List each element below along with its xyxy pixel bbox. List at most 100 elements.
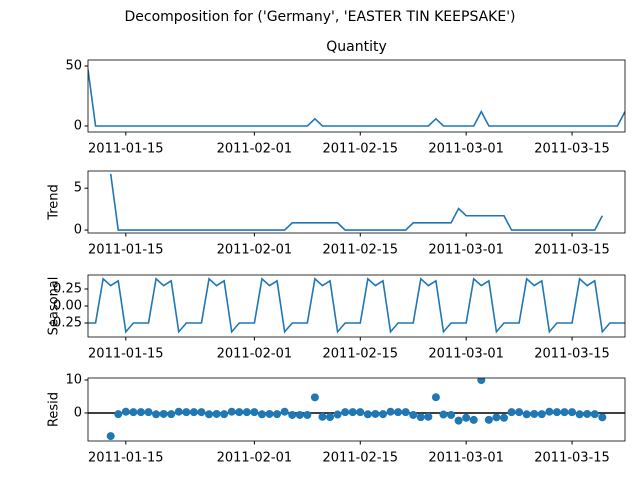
resid-point [560,408,569,417]
resid-point [280,407,289,416]
resid-point [227,407,236,416]
x-tick-label: 2011-01-15 [88,347,164,362]
series-line [88,69,625,127]
x-tick-label: 2011-02-01 [217,451,293,466]
resid-point [310,393,319,402]
resid-point [462,413,471,422]
resid-point [537,410,546,419]
figure-title: Decomposition for ('Germany', 'EASTER TI… [124,9,515,25]
resid-point [416,413,425,422]
y-tick-label: 5 [74,181,82,196]
y-axis-label: Seasonal [47,277,62,336]
resid-point [378,410,387,419]
resid-point [363,410,372,419]
resid-point [439,410,448,419]
resid-point [235,408,244,417]
resid-point [477,378,486,385]
resid-point [401,408,410,417]
resid-point [371,409,380,418]
x-tick-label: 2011-02-15 [323,347,399,362]
y-tick-label: 0 [74,223,82,238]
plot-area [88,378,625,441]
y-tick-label: 0.00 [53,299,82,314]
resid-point [205,410,214,419]
axes-frame [87,274,626,338]
x-tick-label: 2011-02-01 [217,142,293,157]
resid-point [326,413,335,422]
resid-point [447,410,456,419]
series-line [88,277,625,334]
y-axis-label: Trend [47,184,62,221]
resid-point [499,413,508,422]
x-tick-label: 2011-02-15 [323,243,399,258]
resid-point [144,408,153,417]
resid-point [257,410,266,419]
x-tick-label: 2011-01-15 [88,243,164,258]
y-tick-label: 0 [74,405,82,420]
resid-point [197,408,206,417]
axes-title: Quantity [326,39,387,55]
resid-point [394,408,403,417]
resid-point [469,415,478,424]
resid-point [530,409,539,418]
x-tick-label: 2011-03-15 [534,142,610,157]
resid-point [220,410,229,419]
x-tick-label: 2011-02-01 [217,243,293,258]
axes-frame [87,377,626,442]
resid-point [121,407,130,416]
resid-point [545,407,554,416]
resid-point [583,409,592,418]
resid-point [424,412,433,421]
plot-area [88,69,625,127]
resid-point [484,415,493,424]
y-tick-label: 50 [65,59,82,74]
resid-point [273,410,282,419]
resid-point [250,408,259,417]
y-tick-label: -0.25 [48,315,82,330]
resid-point [129,408,138,417]
axes-frame [87,59,626,133]
resid-point [136,408,145,417]
resid-point [552,408,561,417]
resid-point [409,410,418,419]
x-tick-label: 2011-03-01 [428,347,504,362]
resid-point [265,409,274,418]
resid-point [167,410,176,419]
resid-point [598,413,607,422]
resid-point [152,410,161,419]
x-tick-label: 2011-01-15 [88,142,164,157]
resid-point [507,408,516,417]
y-tick-label: 0 [74,119,82,134]
x-tick-label: 2011-02-15 [323,451,399,466]
resid-point [522,410,531,419]
resid-point [341,408,350,417]
y-tick-label: 0.25 [53,282,82,297]
resid-point [295,410,304,419]
resid-point [333,410,342,419]
series-line [109,173,604,231]
resid-point [288,410,297,419]
resid-point [212,409,221,418]
x-tick-label: 2011-03-15 [534,243,610,258]
y-tick-label: 10 [65,372,82,387]
resid-point [386,407,395,416]
x-tick-label: 2011-03-01 [428,142,504,157]
resid-point [454,416,463,425]
resid-point [515,408,524,417]
resid-point [318,412,327,421]
resid-point [159,409,168,418]
x-tick-label: 2011-03-01 [428,451,504,466]
axes-frame [87,170,626,234]
x-tick-label: 2011-03-01 [428,243,504,258]
x-tick-label: 2011-02-15 [323,142,399,157]
resid-point [348,408,357,417]
resid-point [242,408,251,417]
x-tick-label: 2011-01-15 [88,451,164,466]
resid-point [575,410,584,419]
plot-area [88,277,625,334]
plot-area [109,173,604,231]
resid-point [590,410,599,419]
resid-point [114,410,123,419]
resid-point [303,410,312,419]
resid-point [182,408,191,417]
